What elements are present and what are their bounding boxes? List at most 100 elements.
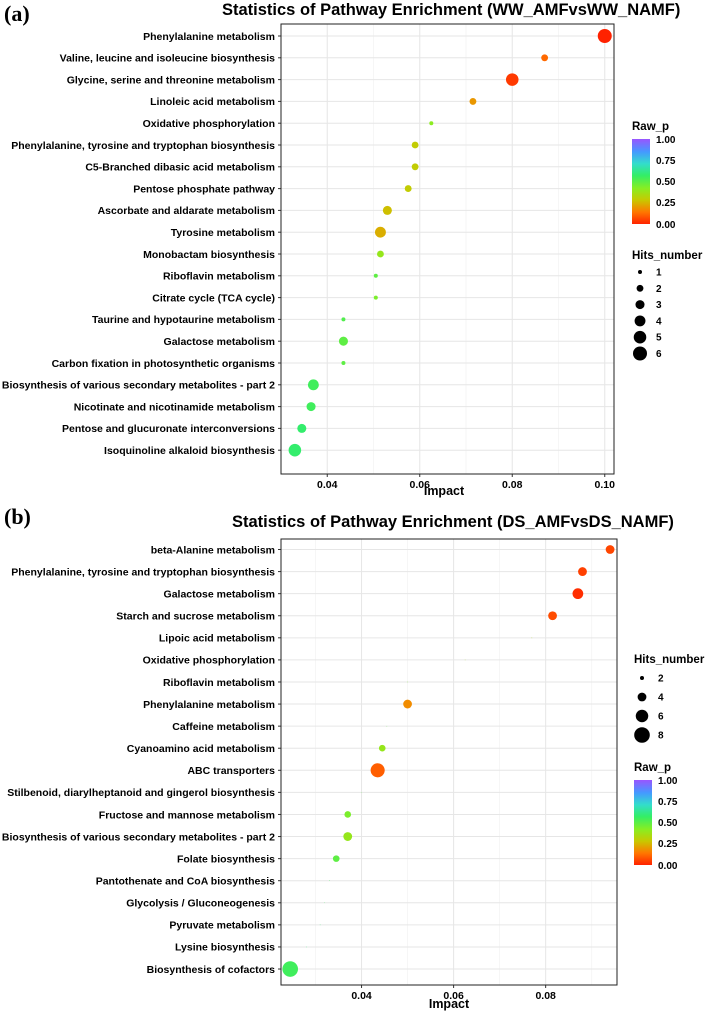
data-point [548,611,557,621]
hits-legend-label: 4 [656,316,662,327]
y-tick-label: Glycolysis / Gluconeogenesis [126,898,275,910]
data-point [306,402,316,412]
y-tick-label: Riboflavin metabolism [163,677,275,689]
data-point [464,659,466,661]
panel-a-hits-legend-title: Hits_number [632,250,703,262]
data-point [329,880,330,882]
y-tick-label: Folate biosynthesis [177,853,275,865]
y-tick-label: Ascorbate and aldarate metabolism [98,205,275,217]
data-point [341,317,346,322]
panel-a-rawp-tick-1: 1.00 [656,135,676,146]
hits-legend-key [635,709,649,723]
data-point [386,725,388,727]
y-tick-label: Pentose phosphate pathway [133,183,275,195]
data-point [370,763,385,778]
hits-legend-key [635,300,645,310]
y-tick-label: Caffeine metabolism [172,721,275,733]
panel-b-rawp-tick-050: 0.50 [658,818,678,829]
panel-a-title: Statistics of Pathway Enrichment (WW_AMF… [222,1,680,19]
plot-background [281,539,617,985]
panel-b-rawp-tick-025: 0.25 [658,839,678,850]
y-tick-label: Galactose metabolism [164,588,275,600]
y-tick-label: Monobactam biosynthesis [143,249,275,261]
panel-a-letter: (a) [4,1,30,26]
hits-legend-label: 2 [656,284,662,295]
hits-legend-key [636,284,644,292]
y-tick-label: Glycine, serine and threonine metabolism [67,74,275,86]
y-tick-label: Taurine and hypotaurine metabolism [92,314,275,326]
y-tick-label: Fructose and mannose metabolism [99,809,275,821]
data-point [306,946,307,948]
data-point [541,54,549,62]
data-point [572,588,584,600]
y-tick-label: Biosynthesis of various secondary metabo… [2,380,275,392]
y-tick-label: Phenylalanine metabolism [143,699,275,711]
data-point [378,744,386,752]
hits-legend-label: 8 [658,731,664,742]
panel-a-rawp-colorbar [632,139,650,224]
data-point [578,567,587,576]
y-tick-label: Biosynthesis of cofactors [147,964,276,976]
data-point [407,681,408,683]
y-tick-label: Stilbenoid, diarylheptanoid and gingerol… [7,787,275,799]
panel-b-hits-legend-keys: 2 4 6 8 [634,674,664,743]
y-tick-label: Pantothenate and CoA biosynthesis [96,876,275,888]
data-point [373,295,378,300]
data-point [373,273,378,278]
panel-b-plot: beta-Alanine metabolism Phenylalanine, ty… [2,538,618,1002]
y-tick-label: Carbon fixation in photosynthetic organi… [52,358,276,370]
data-point [343,832,353,841]
y-tick-label: Biosynthesis of various secondary metabo… [2,831,275,843]
y-tick-label: Lipoic acid metabolism [159,633,275,645]
hits-legend-key [640,676,644,680]
data-point [374,226,386,238]
data-point [411,163,419,171]
panel-a-rawp-tick-025: 0.25 [656,198,676,209]
y-tick-label: Lysine biosynthesis [175,942,275,954]
data-point [531,637,533,639]
panel-a-hits-legend-keys: 1 2 3 4 5 6 [633,268,662,361]
x-tick-label: 0.04 [351,990,372,1002]
data-point [403,699,412,709]
hits-legend-key [633,330,647,344]
panel-a-plot: Phenylalanine metabolism Valine, leucine … [2,23,615,491]
data-point [597,29,612,43]
hits-legend-key [638,270,642,274]
data-point [382,205,392,215]
hits-legend-label: 6 [656,349,662,360]
panel-a-rawp-tick-075: 0.75 [656,156,676,167]
hits-legend-label: 3 [656,300,662,311]
y-tick-label: Isoquinoline alkaloid biosynthesis [104,445,275,457]
data-point [411,141,419,149]
y-tick-label: Cyanoamino acid metabolism [127,743,275,755]
y-tick-label: Valine, leucine and isoleucine biosynthe… [60,53,275,65]
x-tick-label: 0.08 [502,479,523,491]
data-point [404,185,412,193]
y-tick-label: Nicotinate and nicotinamide metabolism [74,401,275,413]
data-point [288,443,302,457]
panel-a-x-axis-title: Impact [424,484,465,498]
panel-b-x-axis-title: Impact [429,997,470,1011]
x-tick-label: 0.08 [535,990,556,1002]
data-point [324,902,326,904]
panel-a-rawp-legend-title: Raw_p [632,121,669,133]
hits-legend-key [637,692,647,702]
hits-legend-label: 6 [658,712,664,723]
hits-legend-label: 4 [658,693,664,704]
panel-b-rawp-tick-075: 0.75 [658,797,678,808]
panel-b-rawp-tick-0: 0.00 [658,861,678,872]
data-point [344,811,352,818]
data-point [307,379,319,391]
y-tick-label: Phenylalanine metabolism [143,31,275,43]
data-point [319,924,321,926]
y-tick-label: C5-Branched dibasic acid metabolism [85,162,275,174]
data-point [469,97,477,105]
y-tick-label: Linoleic acid metabolism [150,96,275,108]
y-tick-label: ABC transporters [187,765,275,777]
data-point [429,121,434,126]
data-point [377,250,384,258]
panel-b-letter: (b) [4,504,31,529]
x-tick-label: 0.04 [317,479,338,491]
data-point [361,792,362,793]
data-point [332,855,340,862]
